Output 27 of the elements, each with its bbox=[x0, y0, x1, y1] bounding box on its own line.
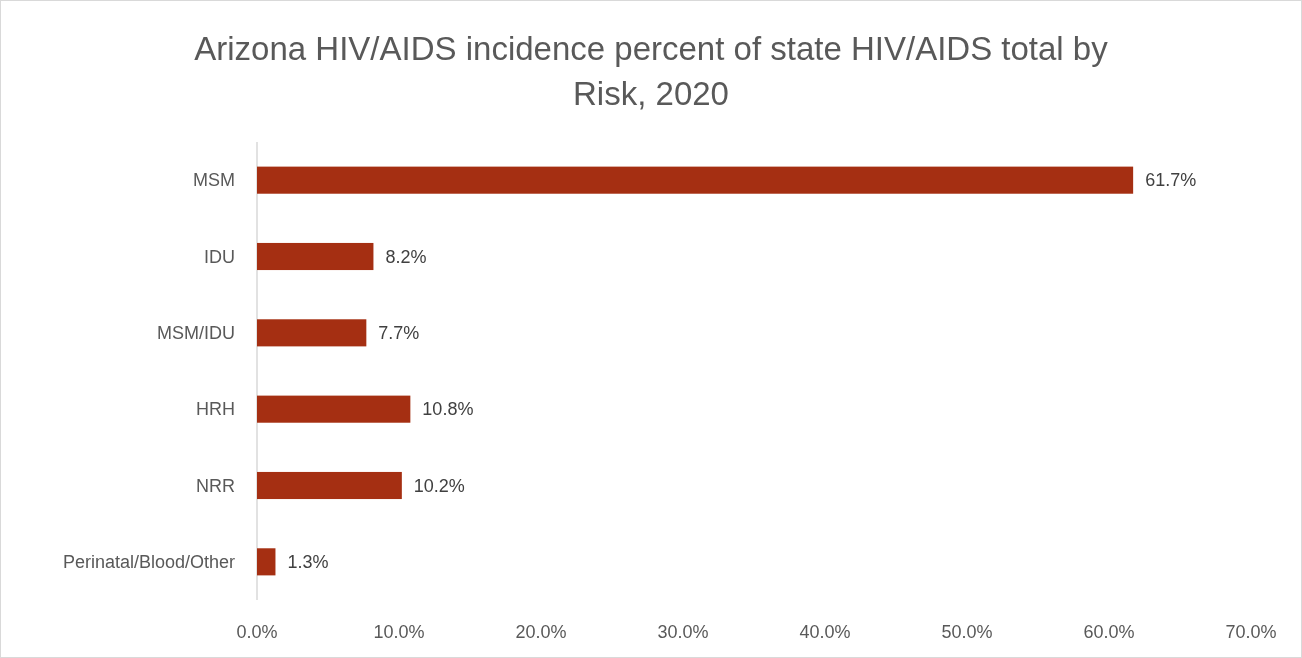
bar bbox=[257, 319, 367, 347]
bar bbox=[257, 471, 402, 500]
y-tick-label: HRH bbox=[196, 399, 235, 420]
x-tick-label: 50.0% bbox=[941, 622, 993, 643]
y-tick-label: NRR bbox=[196, 475, 235, 496]
bar bbox=[257, 242, 374, 271]
bar bbox=[257, 395, 411, 423]
x-tick-label: 70.0% bbox=[1225, 622, 1277, 643]
x-tick-label: 10.0% bbox=[373, 622, 425, 643]
x-tick-label: 20.0% bbox=[515, 622, 567, 643]
y-tick-label: IDU bbox=[204, 246, 235, 267]
y-tick-label: Perinatal/Blood/Other bbox=[62, 552, 235, 573]
bar bbox=[257, 548, 276, 576]
bar bbox=[257, 166, 1134, 194]
y-tick-label: MSM bbox=[193, 170, 235, 191]
data-label: 7.7% bbox=[378, 323, 420, 344]
data-label: 10.8% bbox=[422, 399, 474, 420]
data-label: 10.2% bbox=[413, 475, 465, 496]
x-tick-label: 30.0% bbox=[657, 622, 709, 643]
x-tick-label: 60.0% bbox=[1083, 622, 1135, 643]
x-tick-label: 0.0% bbox=[236, 622, 278, 643]
data-label: 8.2% bbox=[385, 246, 427, 267]
data-label: 61.7% bbox=[1145, 170, 1197, 191]
x-tick-label: 40.0% bbox=[799, 622, 851, 643]
y-tick-label: MSM/IDU bbox=[157, 323, 235, 344]
chart-title: Arizona HIV/AIDS incidence percent of state HIV/AIDS total by Risk, 2020 bbox=[194, 29, 1109, 112]
data-label: 1.3% bbox=[287, 552, 329, 573]
